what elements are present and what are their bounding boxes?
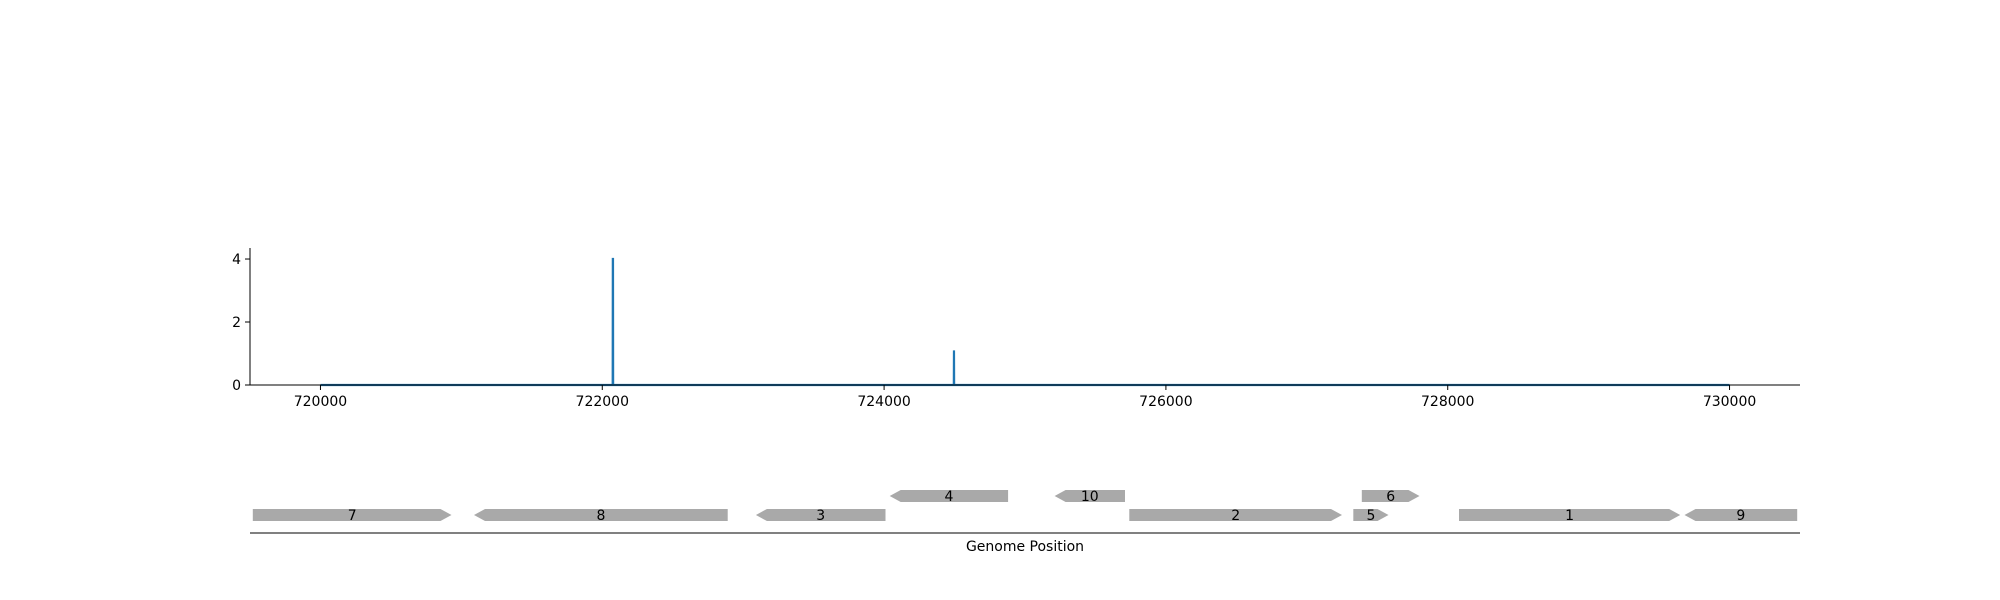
gene-arrow-7	[252, 509, 452, 521]
gene-arrow-1	[1459, 509, 1681, 521]
gene-label-7: 7	[348, 508, 357, 524]
gene-label-1: 1	[1565, 508, 1574, 524]
gene-arrow-3	[755, 509, 886, 521]
gene-arrow-5	[1353, 509, 1389, 521]
y-tick-label: 4	[232, 252, 241, 268]
coverage-line-0	[320, 257, 1730, 387]
y-tick-label: 0	[232, 378, 241, 394]
x-axis-ticks: 720000 722000 724000 726000 728000 730000	[294, 385, 1756, 410]
x-tick-label: 720000	[294, 394, 347, 410]
gene-label-3: 3	[816, 508, 825, 524]
gene-arrow-9	[1684, 509, 1798, 521]
x-axis-title: Genome Position	[966, 539, 1084, 555]
x-tick-label: 722000	[576, 394, 629, 410]
gene-arrow-4	[889, 490, 1009, 502]
y-axis-ticks: 0 2 4	[232, 252, 250, 394]
gene-label-6: 6	[1386, 489, 1395, 505]
gene-arrow-6	[1361, 490, 1420, 502]
gene-label-4: 4	[944, 489, 953, 505]
gene-arrow-10	[1054, 490, 1125, 502]
coverage-series	[320, 257, 1730, 387]
gene-arrow-8	[474, 509, 728, 521]
y-tick-label: 2	[232, 315, 241, 331]
gene-features: 7 8 3 4 10 2 56 1 9	[252, 489, 1798, 524]
gene-track: 7 8 3 4 10 2 56 1 9 Genome Position	[250, 489, 1800, 555]
x-tick-label: 724000	[857, 394, 910, 410]
gene-label-10: 10	[1081, 489, 1099, 505]
gene-label-8: 8	[596, 508, 605, 524]
x-tick-label: 730000	[1703, 394, 1756, 410]
gene-arrow-2	[1129, 509, 1342, 521]
x-tick-label: 728000	[1421, 394, 1474, 410]
gene-label-9: 9	[1736, 508, 1745, 524]
gene-label-2: 2	[1231, 508, 1240, 524]
x-tick-label: 726000	[1139, 394, 1192, 410]
gene-label-5: 5	[1366, 508, 1375, 524]
coverage-plot: 0 2 4 720000 722000 724000 726000 728000 730000	[232, 248, 1800, 410]
